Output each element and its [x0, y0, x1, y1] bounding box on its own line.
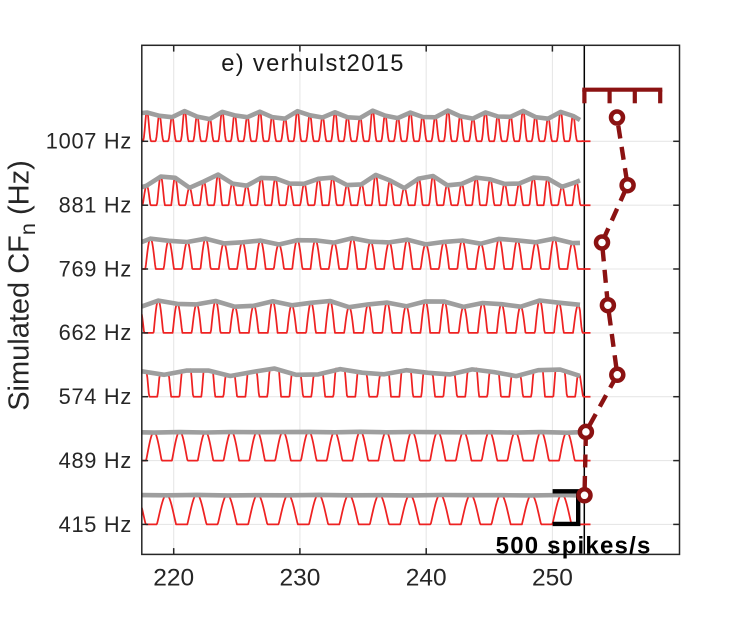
- svg-text:220: 220: [153, 565, 194, 592]
- svg-text:769 Hz: 769 Hz: [59, 256, 132, 281]
- svg-text:415 Hz: 415 Hz: [59, 512, 132, 537]
- svg-text:500 spikes/s: 500 spikes/s: [496, 532, 652, 559]
- svg-text:881 Hz: 881 Hz: [59, 193, 132, 218]
- svg-text:1007 Hz: 1007 Hz: [46, 129, 132, 154]
- svg-text:574 Hz: 574 Hz: [59, 384, 132, 409]
- svg-text:e) verhulst2015: e) verhulst2015: [221, 51, 405, 77]
- svg-text:Simulated CFn (Hz): Simulated CFn (Hz): [4, 160, 41, 411]
- svg-text:489 Hz: 489 Hz: [59, 448, 132, 473]
- svg-text:250: 250: [532, 565, 573, 592]
- svg-text:240: 240: [406, 565, 447, 592]
- svg-text:230: 230: [279, 565, 320, 592]
- svg-text:662 Hz: 662 Hz: [59, 320, 132, 345]
